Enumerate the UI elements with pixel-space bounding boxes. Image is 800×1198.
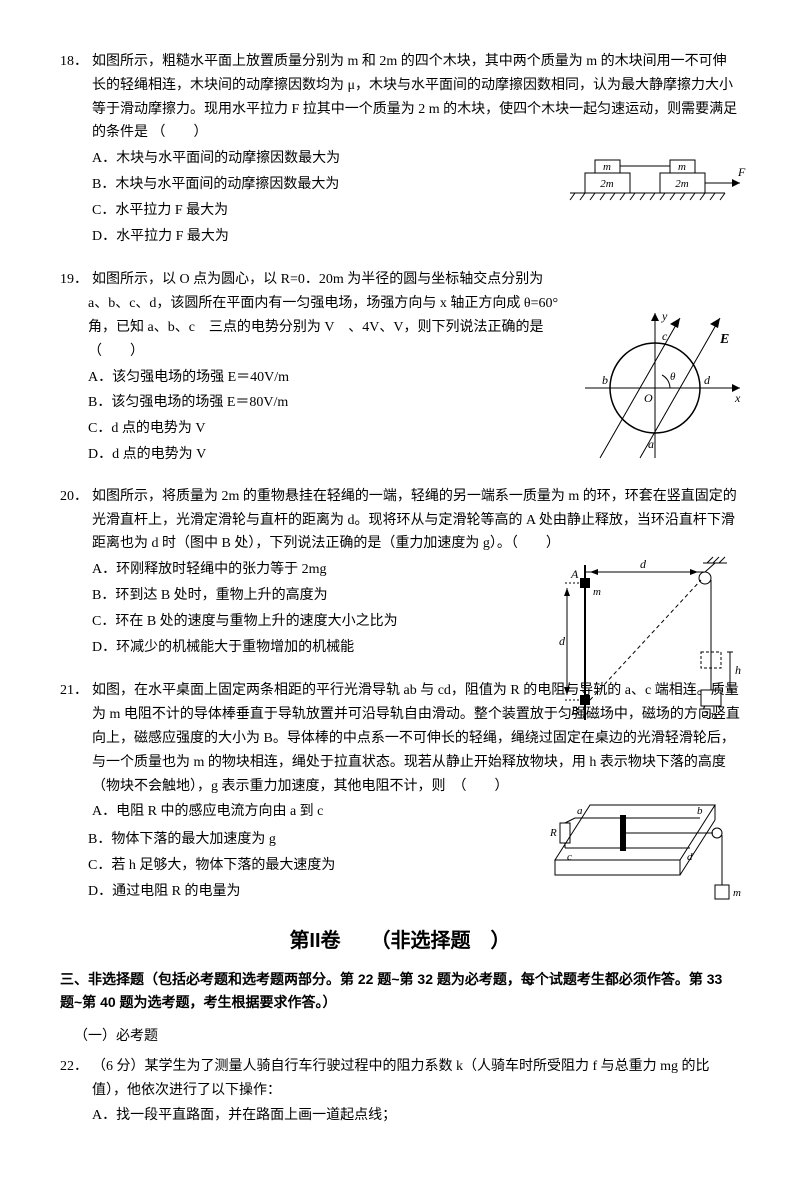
svg-text:F: F — [737, 165, 746, 179]
svg-text:m: m — [603, 161, 611, 173]
question-20: 20． 如图所示，将质量为 2m 的重物悬挂在轻绳的一端，轻绳的另一端系一质量为… — [60, 485, 740, 662]
svg-text:2m: 2m — [675, 178, 689, 190]
svg-text:R: R — [549, 827, 557, 839]
q19-svg: x y a b c d O θ E — [580, 308, 750, 468]
svg-text:c: c — [662, 329, 668, 343]
svg-text:2m: 2m — [600, 178, 614, 190]
q20-opt-b: B．环到达 B 处时，重物上升的高度为 — [92, 584, 540, 608]
q19-stem1: 如图所示，以 O 点为圆心，以 R=0．20m 为半径的圆与坐标轴交点分别为 — [92, 272, 543, 287]
svg-text:O: O — [644, 391, 653, 405]
q20-stem: 如图所示，将质量为 2m 的重物悬挂在轻绳的一端，轻绳的另一端系一质量为 m 的… — [92, 489, 737, 552]
svg-text:m: m — [733, 887, 741, 899]
svg-text:d: d — [559, 634, 566, 648]
section-2-title: 第II卷 （非选择题 ） — [60, 924, 740, 958]
q20-opt-c: C．环在 B 处的速度与重物上升的速度大小之比为 — [92, 610, 540, 634]
svg-text:a: a — [648, 437, 654, 451]
svg-text:b: b — [602, 373, 608, 387]
q19-text: 如图所示，以 O 点为圆心，以 R=0．20m 为半径的圆与坐标轴交点分别为 — [92, 268, 740, 292]
q21-opt-b: B．物体下落的最大加速度为 g — [88, 828, 530, 852]
question-21: 21． 如图，在水平桌面上固定两条相距的平行光滑导轨 ab 与 cd，阻值为 R… — [60, 679, 740, 903]
q21-opt-d: D．通过电阻 R 的电量为 — [88, 880, 530, 904]
question-18: 18． 如图所示，粗糙水平面上放置质量分别为 m 和 2m 的四个木块，其中两个… — [60, 50, 740, 250]
section-2-sub: 三、非选择题（包括必考题和选考题两部分。第 22 题~第 32 题为必考题，每个… — [60, 968, 740, 1016]
q20-opt-d: D．环减少的机械能大于重物增加的机械能 — [92, 636, 540, 660]
section-2-note: （一）必考题 — [74, 1025, 740, 1049]
q22-step-a: A．找一段平直路面，并在路面上画一道起点线； — [92, 1104, 740, 1128]
q21-number: 21． — [60, 679, 88, 703]
q18-opt-d: D．水平拉力 F 最大为 — [92, 225, 740, 249]
q18-number: 18． — [60, 50, 88, 74]
svg-text:m: m — [678, 161, 686, 173]
q21-opt-c: C．若 h 足够大，物体下落的最大速度为 — [88, 854, 530, 878]
q20-number: 20． — [60, 485, 88, 509]
q21-figure: a b c d R m — [545, 790, 750, 919]
q19-number: 19． — [60, 268, 88, 292]
svg-text:h: h — [735, 663, 741, 677]
svg-text:c: c — [567, 851, 572, 863]
q22-steps: A．找一段平直路面，并在路面上画一道起点线； — [92, 1104, 740, 1128]
svg-text:A: A — [570, 567, 579, 581]
svg-text:d: d — [687, 851, 693, 863]
q22-text: （6 分）某学生为了测量人骑自行车行驶过程中的阻力系数 k（人骑车时所受阻力 f… — [92, 1055, 740, 1130]
svg-text:θ: θ — [670, 371, 676, 383]
svg-text:d: d — [640, 557, 647, 571]
question-19: 19． 如图所示，以 O 点为圆心，以 R=0．20m 为半径的圆与坐标轴交点分… — [60, 268, 740, 466]
svg-text:E: E — [719, 332, 729, 347]
q21-stem: 如图，在水平桌面上固定两条相距的平行光滑导轨 ab 与 cd，阻值为 R 的电阻… — [92, 683, 740, 793]
svg-text:b: b — [697, 805, 703, 817]
question-22: 22． （6 分）某学生为了测量人骑自行车行驶过程中的阻力系数 k（人骑车时所受… — [60, 1055, 740, 1130]
q19-stem2: a、b、c、d，该圆所在平面内有一匀强电场，场强方向与 x 轴正方向成 θ=60… — [88, 296, 558, 359]
svg-text:x: x — [734, 391, 741, 405]
q18-figure: m m 2m 2m F — [570, 148, 750, 212]
q21-svg: a b c d R m — [545, 790, 750, 910]
q20-opt-a: A．环刚释放时轻绳中的张力等于 2mg — [92, 558, 540, 582]
svg-text:a: a — [577, 805, 583, 817]
q22-stem: （6 分）某学生为了测量人骑自行车行驶过程中的阻力系数 k（人骑车时所受阻力 f… — [92, 1059, 710, 1098]
q19-figure: x y a b c d O θ E — [580, 308, 750, 477]
svg-text:d: d — [704, 373, 711, 387]
q18-svg: m m 2m 2m F — [570, 148, 750, 203]
svg-text:m: m — [593, 586, 601, 598]
q22-number: 22． — [60, 1055, 88, 1079]
q18-stem: 如图所示，粗糙水平面上放置质量分别为 m 和 2m 的四个木块，其中两个质量为 … — [92, 54, 737, 140]
svg-text:y: y — [661, 309, 668, 323]
